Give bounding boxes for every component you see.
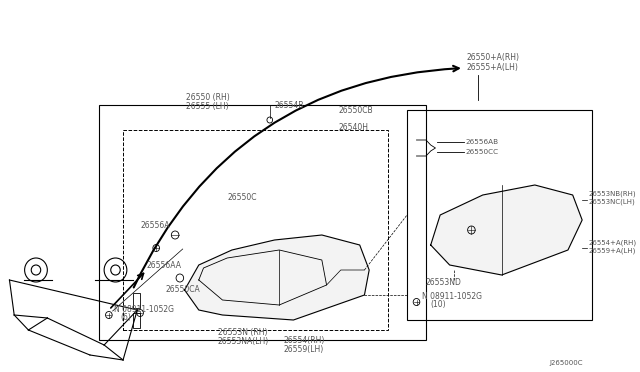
Text: 26553NB(RH): 26553NB(RH) xyxy=(589,190,636,196)
Text: 26554(RH): 26554(RH) xyxy=(284,336,325,345)
Text: 26554B: 26554B xyxy=(275,101,304,110)
Bar xyxy=(407,110,591,320)
Text: 26556A: 26556A xyxy=(140,221,170,230)
Polygon shape xyxy=(431,185,582,275)
Text: 26540H: 26540H xyxy=(339,123,369,132)
Polygon shape xyxy=(184,235,369,320)
Bar xyxy=(132,293,140,308)
Text: 26553N (RH): 26553N (RH) xyxy=(218,328,268,337)
Text: 26550 (RH): 26550 (RH) xyxy=(186,93,229,102)
Text: 26555 (LH): 26555 (LH) xyxy=(186,102,228,111)
Text: (6): (6) xyxy=(120,313,131,322)
Bar xyxy=(123,130,388,330)
Text: (10): (10) xyxy=(431,300,446,309)
Bar xyxy=(99,105,426,340)
Text: 26555+A(LH): 26555+A(LH) xyxy=(467,63,518,72)
Text: J265000C: J265000C xyxy=(549,360,582,366)
Text: 26550CC: 26550CC xyxy=(466,149,499,155)
Text: 26553ND: 26553ND xyxy=(425,278,461,287)
Text: N 08911-1052G: N 08911-1052G xyxy=(113,305,173,314)
Text: 26550CB: 26550CB xyxy=(339,106,374,115)
Text: 26556AB: 26556AB xyxy=(466,139,499,145)
Text: 26556AA: 26556AA xyxy=(147,261,182,270)
Text: N 08911-1052G: N 08911-1052G xyxy=(422,292,482,301)
Text: 26554+A(RH): 26554+A(RH) xyxy=(589,240,637,247)
Text: 26553NA(LH): 26553NA(LH) xyxy=(218,337,269,346)
Text: 26553NC(LH): 26553NC(LH) xyxy=(589,198,636,205)
Bar xyxy=(132,313,140,328)
Text: 26559+A(LH): 26559+A(LH) xyxy=(589,248,636,254)
Text: 26550+A(RH): 26550+A(RH) xyxy=(467,53,520,62)
Text: 26550C: 26550C xyxy=(227,193,257,202)
Text: 26559(LH): 26559(LH) xyxy=(284,345,324,354)
Text: 26550CA: 26550CA xyxy=(166,285,200,294)
